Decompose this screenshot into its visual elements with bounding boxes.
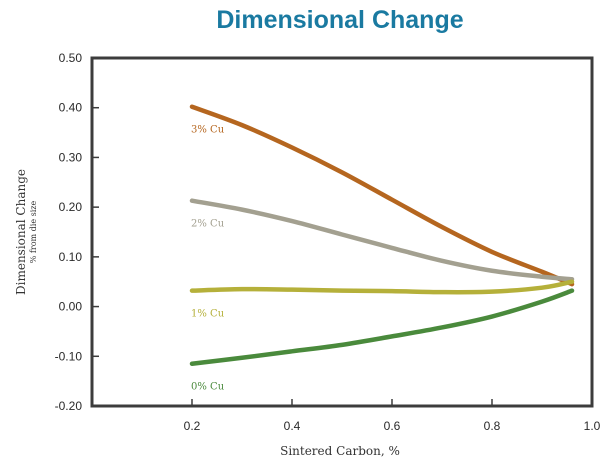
x-axis-ticks: 0.2 0.4 0.6 0.8 1.0 <box>184 399 601 433</box>
x-tick-label: 0.8 <box>484 419 501 433</box>
plot-frame <box>90 56 594 408</box>
y-tick-label: 0.50 <box>59 51 83 65</box>
y-tick-label: 0.30 <box>59 150 83 164</box>
x-tick-label: 0.4 <box>284 419 301 433</box>
series-label: 0% Cu <box>191 382 225 393</box>
y-axis-label: Dimensional Change <box>14 169 28 295</box>
y-axis-ticks: 0.50 0.40 0.30 0.20 0.10 0.00 -0.10 -0.20 <box>55 51 99 413</box>
y-tick-label: 0.10 <box>59 250 83 264</box>
x-tick-label: 0.2 <box>184 419 201 433</box>
series-line-1-cu <box>189 279 575 295</box>
series-labels: 3% Cu 2% Cu 1% Cu 0% Cu <box>191 125 225 393</box>
x-tick-label: 1.0 <box>584 419 601 433</box>
series-label: 1% Cu <box>191 309 225 320</box>
series-label: 2% Cu <box>191 219 225 230</box>
series-line-2-cu <box>189 198 575 282</box>
series-line-0-cu <box>189 288 575 366</box>
y-tick-label: 0.40 <box>59 101 83 115</box>
chart-title: Dimensional Change <box>216 6 463 34</box>
x-tick-label: 0.6 <box>384 419 401 433</box>
series-label: 3% Cu <box>191 125 225 136</box>
y-tick-label: -0.10 <box>55 349 83 363</box>
series-lines <box>189 104 575 366</box>
y-tick-label: -0.20 <box>55 399 83 413</box>
y-axis-sublabel: % from die size <box>29 201 38 264</box>
x-axis-label: Sintered Carbon, % <box>280 444 400 458</box>
y-tick-label: 0.00 <box>59 300 83 314</box>
y-tick-label: 0.20 <box>59 200 83 214</box>
series-line-3-cu <box>189 104 575 287</box>
